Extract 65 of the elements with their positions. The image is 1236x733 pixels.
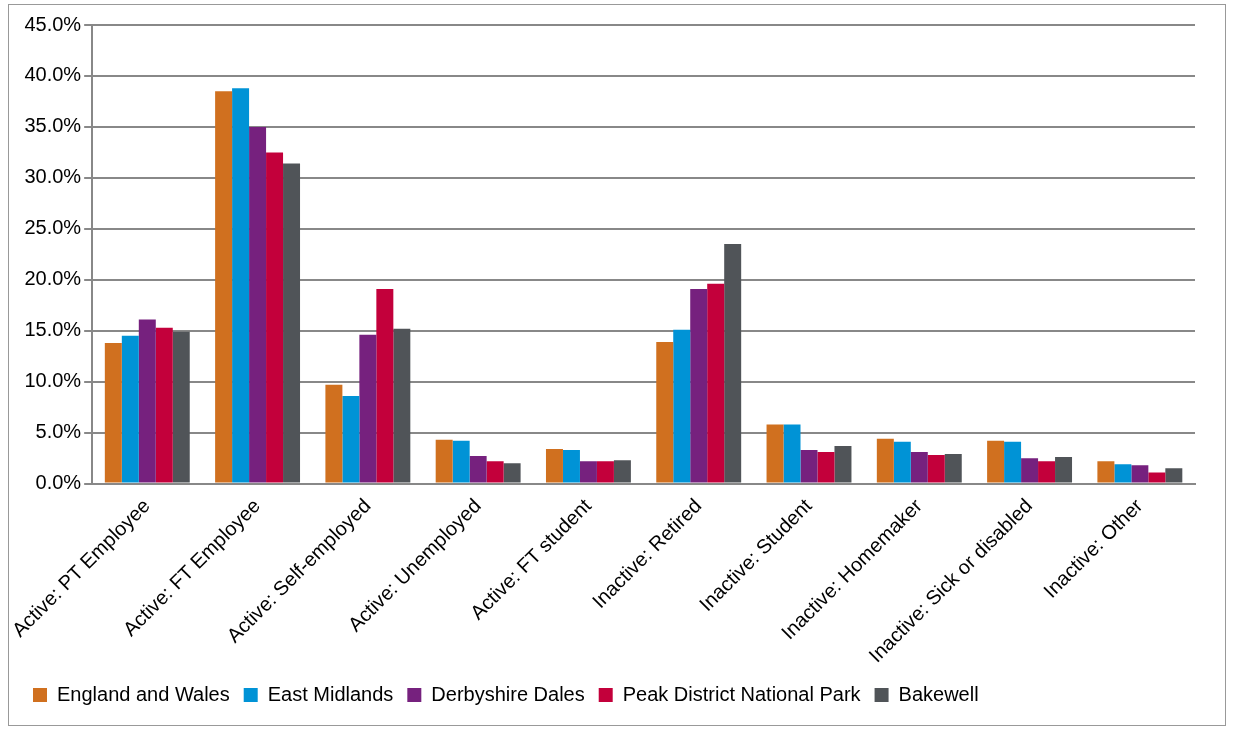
y-tick-label: 30.0% [24, 165, 82, 188]
bar [486, 461, 504, 483]
bar [1148, 472, 1166, 483]
y-tick-label: 20.0% [24, 267, 82, 290]
bar [376, 288, 394, 483]
bar [1114, 464, 1132, 483]
bar [435, 439, 453, 483]
bar [876, 438, 894, 483]
bar [359, 334, 377, 483]
bar [579, 461, 597, 483]
bar [503, 463, 521, 483]
y-tick-label: 45.0% [24, 12, 82, 35]
bar [673, 329, 691, 483]
y-tick-label: 25.0% [24, 216, 82, 239]
legend-label: Derbyshire Dales [431, 682, 585, 705]
bar [266, 152, 284, 483]
bar [393, 328, 411, 483]
bar [927, 455, 945, 483]
bar [1131, 465, 1149, 483]
bar [944, 454, 962, 483]
bar [121, 335, 139, 483]
bar [172, 331, 190, 483]
bar [249, 126, 267, 483]
bar [545, 448, 563, 483]
bar [1165, 468, 1183, 483]
y-tick-label: 15.0% [24, 318, 82, 341]
y-tick-label: 40.0% [24, 63, 82, 86]
bar [800, 449, 818, 483]
bar [783, 424, 801, 483]
y-tick-label: 10.0% [24, 369, 82, 392]
bar [817, 452, 835, 483]
bar [342, 395, 360, 483]
legend-label: Bakewell [898, 682, 979, 705]
bar [707, 283, 725, 483]
bar [893, 441, 911, 483]
bar [232, 88, 250, 483]
bar [1055, 457, 1073, 483]
bar [283, 163, 301, 483]
bar [1038, 461, 1056, 483]
bar [724, 244, 742, 483]
bar [690, 288, 708, 483]
bar [469, 456, 487, 483]
bar [104, 342, 122, 483]
bar [1097, 461, 1115, 483]
bar [562, 449, 580, 483]
bar [138, 319, 156, 483]
y-tick-label: 0.0% [35, 471, 82, 494]
bar [452, 440, 470, 483]
y-tick-label: 35.0% [24, 114, 82, 137]
legend-label: East Midlands [267, 682, 394, 705]
bar [987, 440, 1005, 483]
bar [656, 341, 674, 483]
bar [1004, 441, 1022, 483]
legend-label: Peak District National Park [622, 682, 862, 705]
bar [834, 445, 852, 483]
legend-label: England and Wales [57, 682, 230, 705]
bar [215, 91, 233, 483]
bar [613, 460, 631, 483]
bar [596, 461, 614, 483]
bar [1021, 458, 1039, 483]
bar [325, 384, 343, 483]
y-tick-label: 5.0% [35, 420, 82, 443]
bar [155, 327, 173, 483]
bar [766, 424, 784, 483]
bar [910, 452, 928, 483]
